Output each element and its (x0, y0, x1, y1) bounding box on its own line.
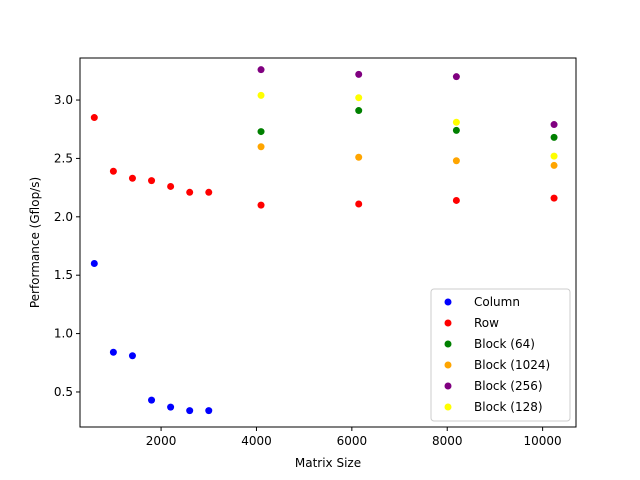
legend-marker (444, 361, 452, 369)
x-tick-label: 4000 (241, 434, 272, 448)
series-block-64 (257, 107, 558, 141)
series-column (90, 260, 213, 415)
series-block-1024 (257, 143, 558, 169)
x-tick-label: 8000 (432, 434, 463, 448)
legend-item: Block (128) (444, 400, 543, 414)
legend-item: Row (444, 316, 499, 330)
data-point (550, 161, 558, 169)
data-point (355, 107, 363, 115)
data-point (452, 126, 460, 134)
data-point (257, 201, 265, 209)
legend-box (430, 288, 571, 422)
data-point (355, 153, 363, 161)
y-tick-label: 0.5 (54, 385, 73, 399)
data-point (128, 352, 136, 360)
series-block-256 (257, 66, 558, 129)
axes-frame (79, 57, 577, 428)
y-tick-label: 2.5 (54, 151, 73, 165)
legend-item: Block (64) (444, 337, 535, 351)
data-point (186, 188, 194, 196)
data-point (257, 66, 265, 74)
data-point (355, 200, 363, 208)
x-tick-label: 6000 (337, 434, 368, 448)
data-point (128, 174, 136, 182)
legend-marker (444, 382, 452, 390)
data-point (452, 196, 460, 204)
legend-label: Block (256) (474, 379, 543, 393)
data-point (355, 70, 363, 78)
data-point (205, 188, 213, 196)
y-axis: 0.5 1.0 1.5 2.0 2.5 3.0 (54, 93, 80, 399)
y-tick-label: 1.0 (54, 327, 73, 341)
legend-marker (444, 340, 452, 348)
data-point (452, 73, 460, 81)
x-tick-label: 2000 (146, 434, 177, 448)
legend-label: Column (474, 295, 520, 309)
y-tick-label: 2.0 (54, 210, 73, 224)
y-axis-label: Performance (Gflop/s) (28, 177, 42, 308)
data-point (186, 407, 194, 415)
y-tick-label: 3.0 (54, 93, 73, 107)
data-point (90, 260, 98, 268)
legend-label: Block (128) (474, 400, 543, 414)
data-point (257, 128, 265, 136)
data-point (550, 152, 558, 160)
legend-label: Block (1024) (474, 358, 550, 372)
legend-marker (444, 319, 452, 327)
series-block-128 (257, 91, 558, 160)
x-tick-label: 10000 (524, 434, 562, 448)
x-axis: 2000 4000 6000 8000 10000 (146, 427, 562, 448)
data-point (148, 396, 156, 404)
data-point (452, 118, 460, 126)
data-point (257, 143, 265, 151)
data-point (550, 133, 558, 141)
data-point (167, 182, 175, 190)
plot-area (90, 66, 558, 415)
legend-marker (444, 403, 452, 411)
data-point (90, 114, 98, 122)
legend-label: Block (64) (474, 337, 535, 351)
legend-marker (444, 298, 452, 306)
data-point (452, 157, 460, 165)
series-row (90, 114, 558, 209)
data-point (550, 121, 558, 129)
legend-item: Column (444, 295, 520, 309)
data-point (109, 348, 117, 356)
data-point (109, 167, 117, 175)
data-point (550, 194, 558, 202)
x-axis-label: Matrix Size (295, 456, 361, 470)
y-tick-label: 1.5 (54, 268, 73, 282)
data-point (205, 407, 213, 415)
legend-item: Block (256) (444, 379, 543, 393)
data-point (167, 403, 175, 411)
data-point (355, 94, 363, 102)
legend-label: Row (474, 316, 499, 330)
data-point (257, 91, 265, 99)
data-point (148, 177, 156, 185)
legend: Column Row Block (64) Block (1024) Block (25… (430, 288, 571, 422)
legend-item: Block (1024) (444, 358, 550, 372)
